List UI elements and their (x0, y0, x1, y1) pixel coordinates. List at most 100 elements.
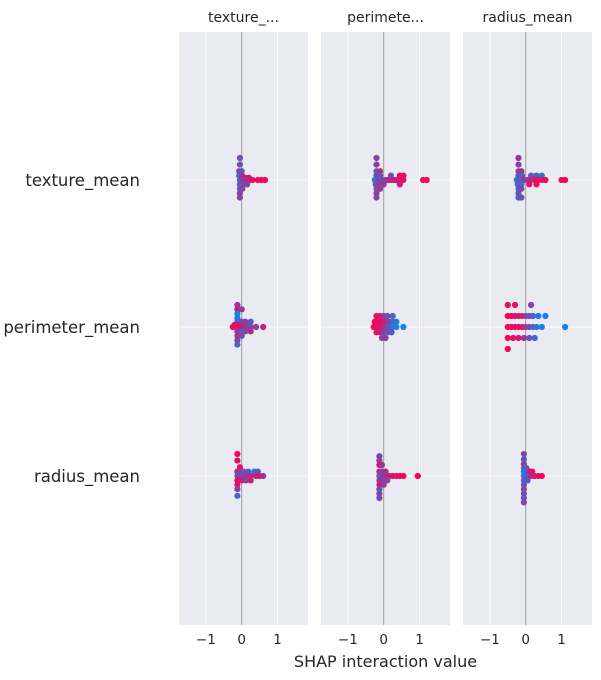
data-point (238, 332, 245, 339)
data-point (380, 329, 387, 336)
data-point (515, 154, 522, 162)
data-point (542, 312, 549, 320)
data-point (384, 312, 391, 320)
data-point (389, 312, 396, 320)
data-point (234, 477, 241, 484)
data-point (380, 181, 387, 188)
data-point (400, 323, 407, 331)
data-point (234, 337, 241, 344)
data-point (538, 472, 545, 480)
data-point (520, 486, 528, 493)
data-point (504, 301, 511, 309)
x-tick-label: −1 (196, 632, 216, 648)
data-point (504, 334, 511, 342)
data-point (247, 477, 254, 484)
data-point (393, 323, 400, 331)
data-point (377, 185, 384, 192)
data-point (515, 190, 522, 197)
x-tick-label: 1 (557, 632, 566, 648)
data-point (524, 477, 531, 484)
data-point (518, 181, 525, 188)
data-point (236, 161, 243, 168)
data-point (234, 450, 241, 458)
labels-layer: texture_... −1 0 1 perimete... −1 0 1 radius_mea… (3, 10, 572, 671)
data-point (533, 181, 540, 188)
data-point (538, 323, 545, 331)
data-point (414, 472, 421, 480)
x-tick-label: −1 (480, 632, 500, 648)
data-point (252, 323, 260, 331)
data-point (376, 486, 383, 493)
data-point (510, 334, 517, 342)
data-point (236, 154, 243, 162)
x-axis-label: SHAP interaction value (294, 652, 477, 671)
data-point (238, 306, 245, 313)
data-point (234, 341, 241, 348)
data-point (234, 492, 241, 499)
data-point (234, 481, 241, 488)
data-point (528, 172, 535, 179)
x-tick-label: 1 (415, 632, 424, 648)
data-point (378, 461, 385, 469)
data-point (234, 301, 241, 309)
data-point (535, 312, 542, 320)
data-point (504, 345, 511, 353)
data-point (400, 472, 407, 480)
data-point (244, 181, 251, 188)
x-tick-label: 0 (379, 632, 388, 648)
data-point (387, 172, 394, 179)
data-point (236, 190, 243, 197)
panel-title: texture_... (208, 10, 279, 26)
data-point (247, 323, 254, 331)
points-layer (229, 154, 569, 506)
data-point (382, 334, 389, 342)
y-tick-label: perimeter_mean (3, 318, 140, 338)
data-point (518, 194, 525, 201)
data-point (242, 328, 249, 335)
data-point (234, 486, 241, 493)
data-point (520, 499, 528, 506)
data-point (234, 306, 241, 313)
data-point (249, 176, 256, 184)
data-point (234, 457, 241, 464)
data-point (520, 456, 528, 463)
data-point (423, 176, 430, 184)
panel-title: perimete... (347, 10, 424, 26)
data-point (388, 329, 395, 336)
data-point (520, 450, 528, 458)
data-point (261, 176, 269, 184)
data-point (247, 472, 254, 480)
data-point (376, 494, 383, 502)
data-point (520, 481, 528, 488)
data-point (562, 176, 569, 184)
data-point (396, 181, 403, 188)
x-tick-label: 1 (273, 632, 282, 648)
data-point (542, 176, 549, 184)
data-point (384, 477, 391, 484)
panel-title: radius_mean (483, 10, 573, 26)
data-point (260, 323, 267, 331)
data-point (528, 301, 535, 309)
data-point (400, 172, 407, 179)
data-point (234, 332, 241, 339)
data-point (236, 194, 243, 201)
data-point (515, 161, 522, 168)
data-point (520, 334, 528, 342)
data-point (373, 190, 380, 197)
data-point (393, 318, 400, 325)
y-tick-label: radius_mean (34, 467, 140, 487)
data-point (526, 181, 533, 188)
data-point (382, 468, 389, 475)
data-point (373, 194, 380, 201)
data-point (260, 472, 267, 480)
data-point (377, 168, 384, 175)
data-point (518, 185, 525, 192)
data-point (238, 477, 245, 484)
x-tick-label: 0 (521, 632, 530, 648)
data-point (515, 334, 522, 342)
data-point (400, 176, 407, 184)
data-point (373, 154, 380, 162)
data-point (526, 334, 533, 342)
data-point (562, 323, 569, 331)
